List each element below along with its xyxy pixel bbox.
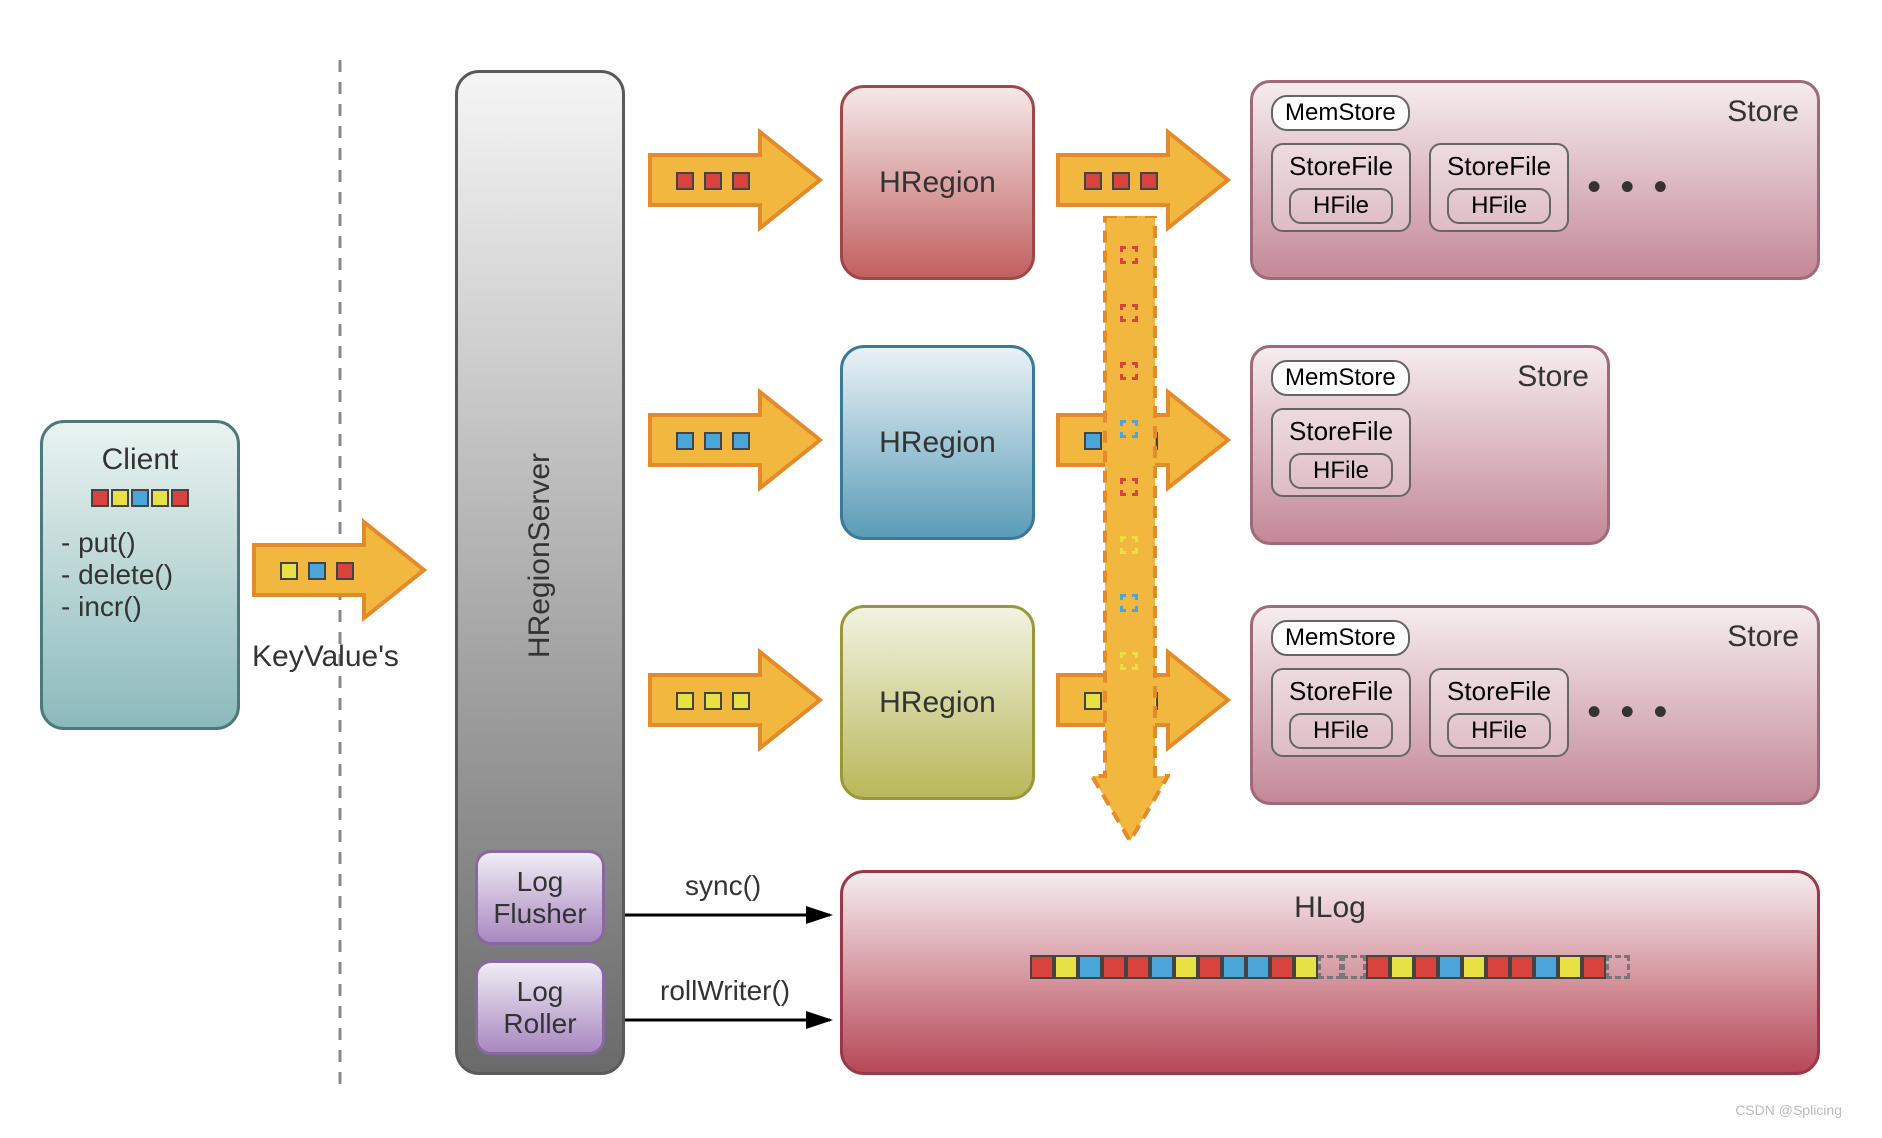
hlog-box: HLog [840, 870, 1820, 1075]
watermark: CSDN @Splicing [1735, 1102, 1842, 1118]
storefile-1a-label: StoreFile [1289, 151, 1393, 182]
client-title: Client [102, 443, 179, 477]
arrow-to-region-2 [640, 380, 830, 505]
server-label: HRegionServer [523, 453, 557, 658]
storefile-1b: StoreFile HFile [1429, 143, 1569, 232]
hregion-1-label: HRegion [879, 166, 996, 200]
store-3: MemStore Store StoreFile HFile StoreFile… [1250, 605, 1820, 805]
hregion-3: HRegion [840, 605, 1035, 800]
method-incr: - incr() [61, 591, 142, 623]
hfile-3b: HFile [1447, 713, 1551, 749]
store-3-ellipsis: • • • [1587, 690, 1671, 735]
keyvalue-arrow [244, 510, 434, 635]
client-box: Client - put() - delete() - incr() [40, 420, 240, 730]
hfile-3a: HFile [1289, 713, 1393, 749]
method-put: - put() [61, 527, 136, 559]
store-3-title: Store [1727, 620, 1799, 656]
arrow-to-region-3 [640, 640, 830, 765]
store-1-title: Store [1727, 95, 1799, 131]
log-roller-label: LogRoller [503, 976, 576, 1040]
memstore-1: MemStore [1271, 95, 1410, 131]
storefile-3b-label: StoreFile [1447, 676, 1551, 707]
method-delete: - delete() [61, 559, 173, 591]
storefile-1a: StoreFile HFile [1271, 143, 1411, 232]
hfile-1a: HFile [1289, 188, 1393, 224]
store-2: MemStore Store StoreFile HFile [1250, 345, 1610, 545]
hlog-squares [1030, 955, 1630, 979]
sync-label: sync() [685, 870, 761, 902]
log-flusher-box: LogFlusher [475, 850, 605, 945]
hfile-1b: HFile [1447, 188, 1551, 224]
memstore-2: MemStore [1271, 360, 1410, 396]
arrow-to-region-1 [640, 120, 830, 245]
store-1-ellipsis: • • • [1587, 165, 1671, 210]
keyvalues-label: KeyValue's [252, 640, 399, 674]
storefile-2a-label: StoreFile [1289, 416, 1393, 447]
storefile-2a: StoreFile HFile [1271, 408, 1411, 497]
log-roller-box: LogRoller [475, 960, 605, 1055]
hregion-2: HRegion [840, 345, 1035, 540]
store-1: MemStore Store StoreFile HFile StoreFile… [1250, 80, 1820, 280]
hregion-1: HRegion [840, 85, 1035, 280]
storefile-3a: StoreFile HFile [1271, 668, 1411, 757]
hregion-2-label: HRegion [879, 426, 996, 460]
hfile-2a: HFile [1289, 453, 1393, 489]
memstore-3: MemStore [1271, 620, 1410, 656]
hregion-3-label: HRegion [879, 686, 996, 720]
client-squares [91, 489, 189, 507]
vertical-arrow-to-hlog [1090, 216, 1170, 861]
store-2-title: Store [1517, 360, 1589, 396]
hlog-label: HLog [1294, 891, 1366, 925]
storefile-3a-label: StoreFile [1289, 676, 1393, 707]
storefile-3b: StoreFile HFile [1429, 668, 1569, 757]
rollwriter-label: rollWriter() [660, 975, 790, 1007]
storefile-1b-label: StoreFile [1447, 151, 1551, 182]
log-flusher-label: LogFlusher [493, 866, 586, 930]
